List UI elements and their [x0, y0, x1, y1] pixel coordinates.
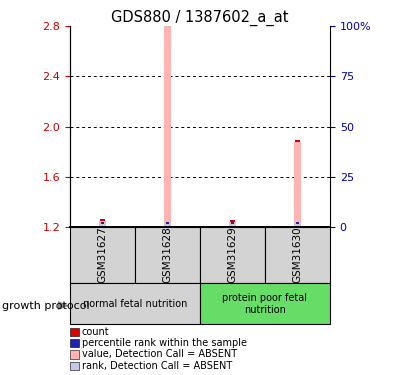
- Bar: [165, 24, 170, 26]
- Bar: [99, 224, 106, 226]
- Text: normal fetal nutrition: normal fetal nutrition: [83, 299, 187, 309]
- Bar: [164, 26, 172, 227]
- Bar: [229, 224, 236, 226]
- Text: rank, Detection Call = ABSENT: rank, Detection Call = ABSENT: [82, 361, 232, 370]
- Bar: [294, 142, 302, 227]
- Text: count: count: [82, 327, 110, 337]
- Bar: [296, 222, 300, 224]
- Bar: [229, 222, 236, 227]
- Bar: [265, 227, 330, 283]
- Bar: [230, 222, 234, 224]
- Bar: [200, 227, 265, 283]
- Bar: [164, 224, 171, 226]
- Bar: [200, 283, 330, 324]
- Text: GSM31629: GSM31629: [228, 226, 238, 284]
- Text: GSM31630: GSM31630: [292, 226, 302, 284]
- Text: percentile rank within the sample: percentile rank within the sample: [82, 338, 247, 348]
- Bar: [294, 224, 301, 226]
- Polygon shape: [58, 301, 69, 310]
- Bar: [230, 220, 235, 222]
- Bar: [295, 140, 300, 142]
- Text: value, Detection Call = ABSENT: value, Detection Call = ABSENT: [82, 350, 237, 359]
- Bar: [70, 283, 200, 324]
- Bar: [70, 227, 135, 283]
- Bar: [135, 227, 200, 283]
- Text: GSM31627: GSM31627: [98, 226, 108, 284]
- Bar: [100, 222, 104, 224]
- Bar: [100, 219, 105, 221]
- Bar: [166, 222, 170, 224]
- Text: growth protocol: growth protocol: [2, 301, 90, 310]
- Text: protein poor fetal
nutrition: protein poor fetal nutrition: [222, 293, 308, 315]
- Text: GSM31628: GSM31628: [162, 226, 172, 284]
- Bar: [98, 221, 106, 227]
- Text: GDS880 / 1387602_a_at: GDS880 / 1387602_a_at: [111, 9, 289, 26]
